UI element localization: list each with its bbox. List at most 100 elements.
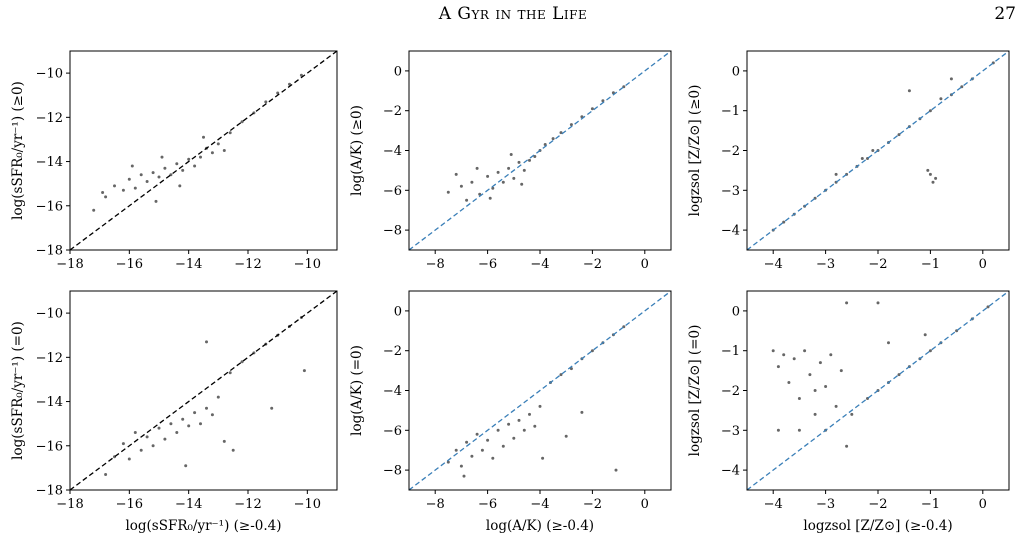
data-point — [151, 171, 155, 175]
y-axis-label: log(sSFR₀/yr⁻¹) (=0) — [10, 321, 26, 460]
page-number: 27 — [994, 4, 1016, 24]
data-point — [787, 381, 791, 384]
data-point — [446, 190, 450, 194]
y-tick-label: −6 — [383, 424, 402, 439]
data-point — [834, 404, 838, 408]
data-point — [887, 341, 890, 345]
data-point — [228, 131, 232, 135]
data-point — [288, 82, 291, 86]
y-tick-label: 0 — [732, 64, 740, 79]
data-point — [829, 353, 833, 357]
data-point — [926, 168, 930, 172]
data-point — [133, 186, 137, 190]
x-tick-label: −4 — [764, 257, 783, 272]
data-point — [181, 168, 185, 172]
x-tick-label: −8 — [426, 257, 445, 272]
x-tick-label: −18 — [56, 257, 83, 272]
data-point — [845, 444, 849, 448]
data-point — [501, 444, 505, 448]
data-point — [528, 158, 531, 162]
y-tick-label: −4 — [721, 224, 740, 239]
data-point — [564, 434, 568, 438]
data-point — [520, 182, 524, 186]
data-point — [569, 123, 573, 127]
y-tick-label: −1 — [721, 104, 740, 119]
data-point — [839, 369, 843, 373]
one-to-one-reference-line — [747, 291, 1009, 490]
data-point — [507, 166, 511, 170]
y-tick-label: −6 — [383, 184, 402, 199]
data-point — [462, 474, 466, 478]
data-point — [264, 100, 268, 104]
data-point — [187, 157, 191, 161]
data-point — [818, 361, 822, 365]
data-point — [92, 208, 96, 212]
data-point — [488, 196, 492, 200]
data-point — [580, 410, 584, 414]
data-point — [522, 428, 526, 432]
data-point — [199, 422, 202, 426]
data-point — [175, 162, 179, 166]
data-point — [199, 155, 202, 159]
y-tick-label: −12 — [36, 351, 63, 366]
data-point — [139, 173, 143, 177]
data-point — [496, 428, 500, 432]
data-point — [512, 436, 516, 440]
data-point — [986, 305, 990, 309]
data-point — [169, 422, 173, 426]
y-tick-label: −12 — [36, 111, 63, 126]
x-tick-label: −14 — [175, 497, 202, 512]
plot-area — [409, 291, 671, 490]
data-point — [533, 424, 537, 428]
x-tick-label: −10 — [294, 497, 321, 512]
data-point — [501, 180, 505, 184]
panel-top-left: −18 −16 −14 −12 −10 −18 −16 −14 −12 −10 log(sSFR₀/… — [10, 50, 338, 272]
data-point — [522, 168, 526, 172]
y-tick-label: −4 — [721, 464, 740, 479]
one-to-one-reference-line — [70, 51, 337, 250]
data-point — [127, 457, 131, 461]
data-point — [590, 107, 594, 111]
x-tick-label: −18 — [56, 497, 83, 512]
data-point — [517, 418, 521, 422]
x-tick-label: 0 — [979, 257, 987, 272]
x-tick-label: 0 — [641, 257, 649, 272]
panel-bottom-middle: −8 −6 −4 −2 0 −8 −6 −4 −2 0 log(A/K) (=0) log(A/K) … — [349, 290, 672, 534]
x-tick-label: −2 — [583, 257, 602, 272]
data-point — [871, 149, 875, 152]
x-tick-label: −12 — [234, 257, 261, 272]
y-tick-label: −4 — [383, 144, 402, 159]
data-point — [782, 220, 786, 224]
data-point — [491, 456, 495, 460]
data-point — [454, 172, 458, 176]
data-point — [934, 176, 938, 180]
data-point — [931, 180, 935, 184]
data-point — [813, 389, 817, 392]
one-to-one-reference-line — [409, 291, 671, 490]
x-tick-label: −2 — [868, 497, 887, 512]
data-point — [184, 464, 188, 468]
plot-area — [70, 291, 337, 490]
y-tick-label: −18 — [36, 244, 63, 259]
data-point — [240, 360, 244, 364]
data-point — [101, 191, 105, 194]
data-point — [104, 473, 108, 476]
data-point — [813, 412, 817, 416]
data-point — [491, 186, 495, 190]
x-tick-label: −6 — [478, 257, 497, 272]
data-point — [210, 151, 214, 155]
y-tick-label: −8 — [383, 464, 402, 479]
data-point — [181, 417, 185, 421]
y-tick-label: −14 — [36, 155, 63, 170]
x-tick-label: −10 — [294, 257, 321, 272]
x-tick-label: −12 — [234, 497, 261, 512]
data-point — [551, 137, 555, 141]
data-point — [465, 440, 469, 444]
y-axis-label: log(A/K) (≥0) — [349, 105, 365, 196]
data-point — [202, 135, 205, 139]
panel-top-right: −4 −3 −2 −1 0 −4 −3 −2 −1 0 logzsol [Z/Z⊙] (≥0) — [687, 50, 1010, 272]
data-point — [465, 198, 469, 202]
data-point — [797, 397, 801, 400]
y-tick-label: −2 — [383, 104, 402, 119]
y-tick-label: −2 — [721, 384, 740, 399]
